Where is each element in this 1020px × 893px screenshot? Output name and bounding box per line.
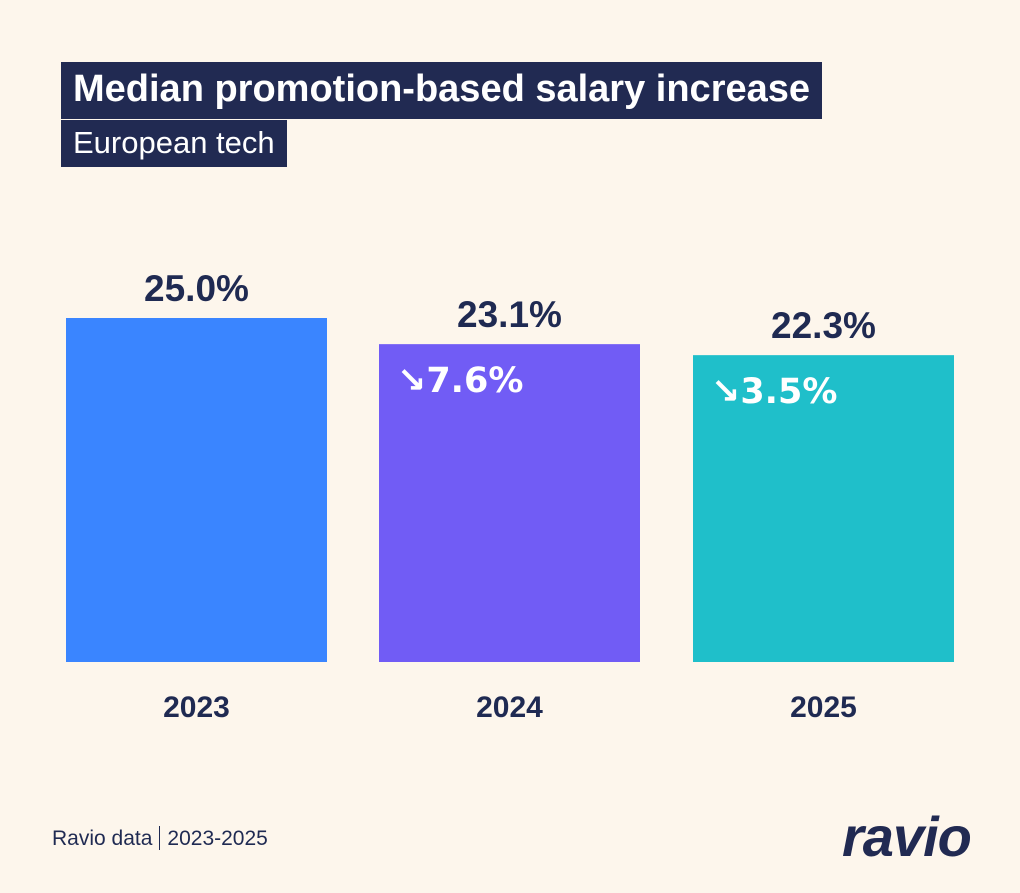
bar-2025 [693, 355, 954, 662]
value-label: 25.0% [144, 268, 249, 309]
source-label: Ravio data [52, 827, 153, 850]
value-label: 22.3% [771, 305, 876, 346]
source-footer: Ravio data 2023-2025 [52, 826, 268, 851]
footer-divider [159, 826, 161, 850]
x-tick-label: 2025 [790, 691, 857, 724]
chart-title: Median promotion-based salary increase [61, 62, 823, 119]
change-label: ↘7.6% [397, 361, 523, 401]
chart-subtitle: European tech [61, 120, 287, 167]
x-tick-label: 2023 [163, 691, 230, 724]
value-label: 23.1% [457, 294, 562, 335]
bar-2023 [66, 318, 327, 662]
bar-2024 [379, 344, 640, 662]
ravio-logo: ravio [842, 805, 972, 868]
source-period: 2023-2025 [167, 827, 268, 850]
change-label: ↘3.5% [711, 372, 837, 412]
x-tick-label: 2024 [476, 691, 543, 724]
